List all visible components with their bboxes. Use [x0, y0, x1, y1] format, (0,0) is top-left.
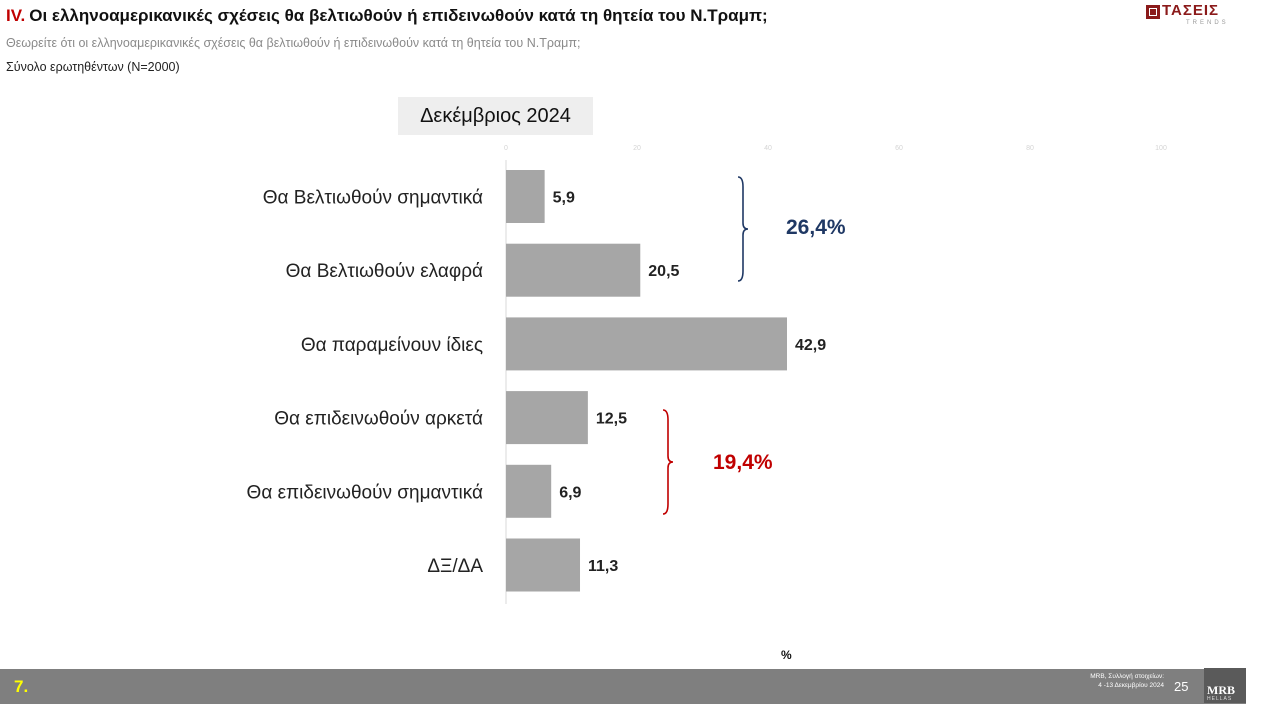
- title-text: Οι ελληνοαμερικανικές σχέσεις θα βελτιωθ…: [29, 6, 768, 25]
- sample-base: Σύνολο ερωτηθέντων (N=2000): [6, 60, 180, 74]
- bar: [506, 243, 641, 297]
- period-label: Δεκέμβριος 2024: [398, 97, 593, 135]
- worsen-total: 19,4%: [713, 451, 773, 474]
- x-tick-label: 100: [1155, 145, 1167, 152]
- bar: [506, 464, 552, 518]
- slide-number: 7.: [14, 677, 29, 696]
- source-note-line1: MRB, Συλλογή στοιχείων:: [1090, 673, 1164, 680]
- category-label: Θα Βελτιωθούν ελαφρά: [286, 261, 483, 282]
- improve-bracket: [737, 176, 749, 282]
- bar: [506, 317, 787, 371]
- data-label: 6,9: [559, 484, 581, 501]
- chart-title: IV. Οι ελληνοαμερικανικές σχέσεις θα βελτ…: [6, 6, 768, 26]
- page-number: 25: [1174, 679, 1189, 694]
- data-label: 20,5: [648, 263, 679, 280]
- x-tick-label: 80: [1026, 145, 1034, 152]
- x-tick-label: 0: [504, 145, 508, 152]
- category-label: Θα παραμείνουν ίδιες: [301, 335, 483, 356]
- section-number: IV.: [6, 6, 26, 25]
- worsen-bracket: [662, 409, 674, 515]
- category-label: ΔΞ/ΔΑ: [427, 556, 483, 577]
- mrb-logo-subtext: HELLAS: [1207, 696, 1233, 702]
- bar: [506, 538, 581, 592]
- data-label: 42,9: [795, 337, 826, 354]
- x-tick-label: 60: [895, 145, 903, 152]
- bar: [506, 391, 588, 445]
- category-label: Θα Βελτιωθούν σημαντικά: [263, 188, 483, 209]
- source-note: MRB, Συλλογή στοιχείων: 4 -13 Δεκεμβρίου…: [1040, 672, 1164, 690]
- question-text: Θεωρείτε ότι οι ελληνοαμερικανικές σχέσε…: [6, 36, 581, 50]
- data-label: 12,5: [596, 411, 627, 428]
- mrb-logo: MRB HELLAS: [1204, 668, 1246, 703]
- logo-subtext: TRENDS: [1186, 20, 1229, 26]
- category-label: Θα επιδεινωθούν αρκετά: [274, 409, 483, 430]
- unit-label: %: [781, 648, 792, 662]
- source-note-line2: 4 -13 Δεκεμβρίου 2024: [1098, 682, 1164, 689]
- taseis-logo: ΤΑΣΕΙΣ TRENDS: [1146, 2, 1241, 26]
- footer-bar: [0, 669, 1246, 704]
- logo-mark-icon: [1146, 5, 1160, 19]
- mrb-logo-text: MRB: [1207, 683, 1235, 697]
- logo-text: ΤΑΣΕΙΣ: [1162, 2, 1220, 19]
- category-label: Θα επιδεινωθούν σημαντικά: [247, 482, 483, 503]
- improve-total: 26,4%: [786, 216, 846, 239]
- data-label: 5,9: [553, 190, 575, 207]
- bar: [506, 170, 545, 223]
- x-tick-label: 40: [764, 145, 772, 152]
- data-label: 11,3: [588, 558, 618, 575]
- x-tick-label: 20: [633, 145, 641, 152]
